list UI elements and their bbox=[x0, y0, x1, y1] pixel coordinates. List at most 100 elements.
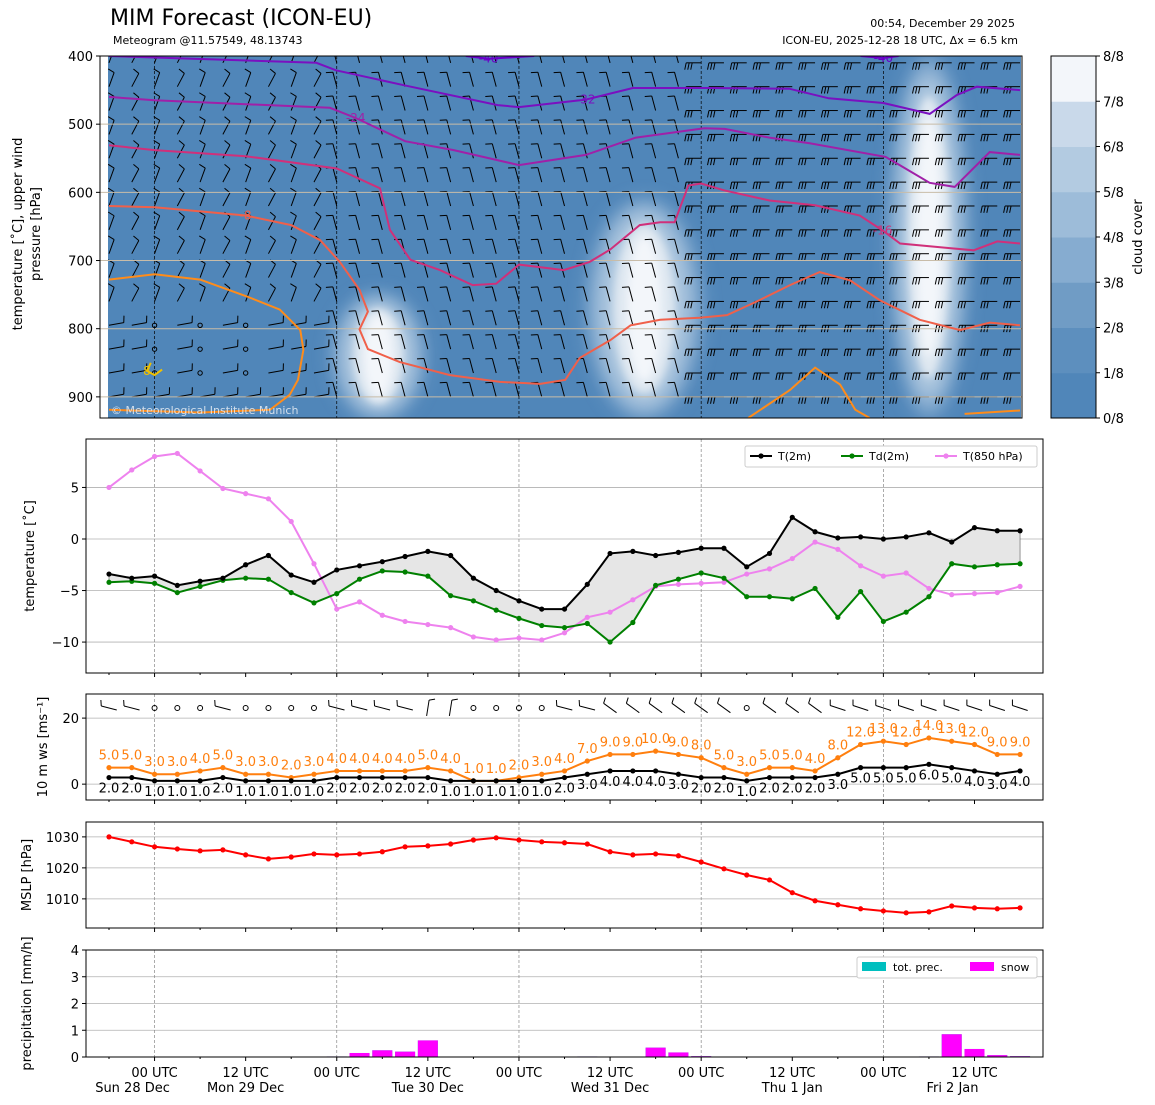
wind-barb bbox=[630, 56, 634, 63]
wind-barb-flag bbox=[133, 45, 138, 49]
gust-value-label: 4.0 bbox=[372, 752, 393, 767]
wind-barb-flag bbox=[781, 396, 784, 404]
wind-barb bbox=[199, 191, 206, 207]
wind-barb-flag bbox=[804, 62, 807, 70]
mean-wind-value-label: 2.0 bbox=[326, 782, 347, 797]
wind-barb-flag bbox=[889, 277, 892, 285]
wind-barb-flag bbox=[801, 349, 804, 357]
gust-point bbox=[561, 768, 568, 774]
wind-barb-flag bbox=[687, 134, 690, 142]
wind-barb bbox=[176, 287, 185, 302]
cloud-cover-colorbar: 0/8 1/8 2/8 3/8 4/8 5/8 6/8 7/8 8/8 cloud cover bbox=[1050, 50, 1146, 427]
wind-barb bbox=[469, 262, 474, 278]
wind-barb bbox=[355, 334, 361, 350]
wind-barb bbox=[377, 262, 383, 278]
wind-barb-flag bbox=[963, 110, 966, 118]
series-1-point bbox=[584, 620, 590, 627]
wind-barb-flag bbox=[108, 211, 115, 217]
wind-barb-flag bbox=[915, 62, 918, 70]
wind-barb-flag bbox=[133, 283, 140, 289]
gust-point bbox=[151, 771, 158, 777]
wind-barb-flag bbox=[781, 301, 784, 309]
mslp-point bbox=[129, 839, 135, 845]
series-0-point bbox=[949, 539, 955, 545]
series-0-point bbox=[1017, 528, 1023, 534]
gust-value-label: 3.0 bbox=[235, 755, 256, 770]
mean-wind-point bbox=[448, 778, 454, 784]
wind-barb-flag bbox=[957, 277, 960, 285]
wind-barb bbox=[377, 310, 383, 326]
wind-barb bbox=[674, 167, 679, 183]
wind-barb bbox=[377, 143, 383, 159]
wind-barb-flag bbox=[895, 182, 898, 190]
wind-barb bbox=[267, 120, 276, 135]
wind-barb bbox=[245, 167, 252, 183]
gust-value-label: 12.0 bbox=[846, 726, 875, 741]
wind-barb-flag bbox=[912, 134, 915, 142]
wind-barb-flag bbox=[775, 205, 778, 213]
wind-barb-flag bbox=[778, 62, 781, 70]
wind-barb bbox=[400, 382, 406, 397]
legend-marker bbox=[758, 453, 764, 459]
wind-barb-flag bbox=[687, 349, 690, 357]
wind-barb bbox=[332, 286, 338, 302]
wind-barb-flag bbox=[912, 229, 915, 237]
mean-wind-point bbox=[607, 768, 613, 774]
wind-barb-flag bbox=[1003, 229, 1006, 237]
isotherm-label: -16 bbox=[873, 224, 893, 238]
mean-wind-value-label: 1.0 bbox=[281, 785, 302, 800]
wind-barb-flag bbox=[732, 396, 736, 404]
series-2-point bbox=[744, 571, 750, 577]
wind-barb-flag bbox=[808, 697, 811, 704]
wind-barb-flag bbox=[690, 277, 693, 285]
wind-barb-flag bbox=[755, 301, 758, 309]
wind-barb-flag bbox=[1006, 396, 1009, 404]
wind-barb bbox=[514, 334, 520, 350]
wind-barb-flag bbox=[986, 110, 989, 118]
gust-value-label: 3.0 bbox=[144, 755, 165, 770]
wind-barb-flag bbox=[804, 182, 807, 190]
wind-barb-flag bbox=[735, 158, 739, 166]
wind-barb-flag bbox=[690, 110, 693, 118]
wind-barb bbox=[605, 286, 611, 302]
snow-bar bbox=[395, 1051, 416, 1057]
gust-value-label: 9.0 bbox=[623, 735, 644, 750]
wind-barb-flag bbox=[866, 301, 869, 309]
wind-barb-flag bbox=[820, 158, 824, 166]
mean-wind-point bbox=[1017, 768, 1023, 774]
mean-wind-point bbox=[174, 778, 180, 784]
mean-wind-point bbox=[812, 774, 818, 781]
wind-barb-flag bbox=[937, 229, 941, 237]
series-0-point bbox=[903, 534, 909, 540]
wind-barb bbox=[582, 119, 588, 135]
wind-barb bbox=[674, 239, 679, 254]
wind-barb-flag bbox=[960, 349, 963, 357]
mslp-point bbox=[220, 847, 226, 853]
x-tick-label: 00 UTC bbox=[860, 1066, 906, 1081]
wind-barb bbox=[582, 262, 588, 278]
wind-barb-flag bbox=[1009, 182, 1012, 190]
wind-barb bbox=[537, 358, 543, 374]
wind-barb-flag bbox=[869, 301, 872, 309]
wind-barb bbox=[898, 705, 914, 711]
wind-barb bbox=[108, 96, 115, 111]
series-1-point bbox=[949, 561, 955, 567]
wind-barb bbox=[852, 705, 869, 711]
gust-point bbox=[1017, 751, 1023, 758]
x-tick-label: 12 UTC bbox=[587, 1066, 633, 1081]
wind-barb bbox=[516, 56, 520, 63]
y-tick-label: 400 bbox=[68, 50, 93, 65]
wind-barb-flag bbox=[713, 158, 716, 166]
wind-barb-flag bbox=[895, 110, 898, 118]
wind-barb-flag bbox=[960, 134, 963, 142]
wind-barb bbox=[131, 73, 140, 87]
mslp-point bbox=[1017, 905, 1023, 911]
wind-barb bbox=[762, 702, 777, 714]
series-0-point bbox=[812, 529, 818, 535]
wind-barb-flag bbox=[820, 229, 824, 237]
wind-barb-flag bbox=[869, 349, 872, 357]
y-tick-label: 1 bbox=[71, 1024, 79, 1039]
mean-wind-value-label: 1.0 bbox=[258, 785, 279, 800]
wind-barb bbox=[290, 96, 297, 111]
wind-barb bbox=[628, 143, 634, 159]
